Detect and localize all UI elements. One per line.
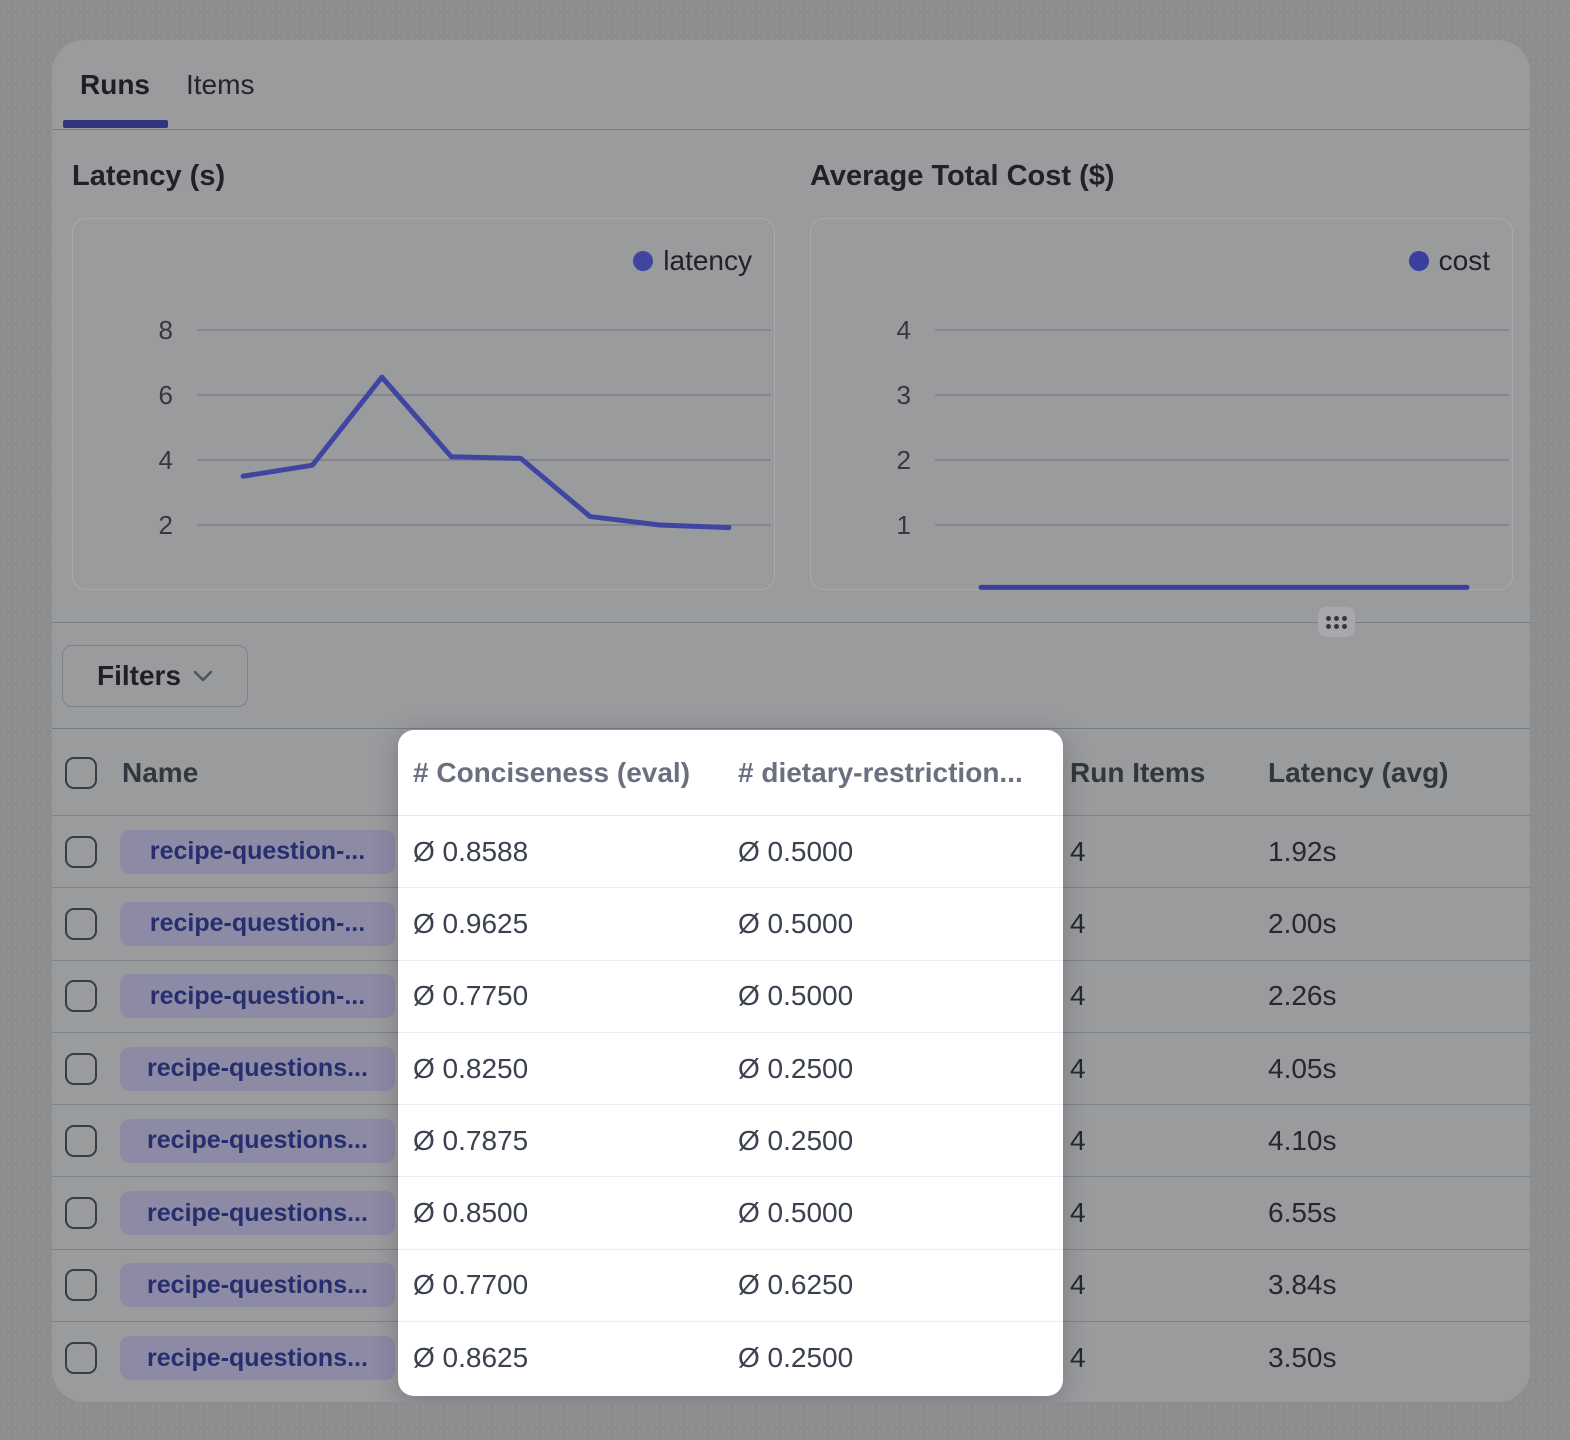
row-checkbox[interactable] bbox=[65, 980, 97, 1012]
dietary-cell: Ø 0.5000 bbox=[738, 961, 853, 1032]
filters-button-label: Filters bbox=[97, 660, 181, 692]
dietary-cell: Ø 0.2500 bbox=[738, 1105, 853, 1176]
spotlight-row: Ø 0.7875 Ø 0.2500 bbox=[398, 1105, 1063, 1177]
row-checkbox[interactable] bbox=[65, 1197, 97, 1229]
spotlight-overlay: # Conciseness (eval) # dietary-restricti… bbox=[398, 730, 1063, 1396]
filters-button[interactable]: Filters bbox=[62, 645, 248, 707]
row-checkbox[interactable] bbox=[65, 836, 97, 868]
spotlight-row: Ø 0.7700 Ø 0.6250 bbox=[398, 1250, 1063, 1322]
run-name-badge[interactable]: recipe-questions... bbox=[120, 1119, 395, 1163]
latency-cell: 6.55s bbox=[1268, 1178, 1337, 1249]
svg-text:1: 1 bbox=[897, 510, 911, 540]
dietary-cell: Ø 0.2500 bbox=[738, 1033, 853, 1104]
spotlight-row: Ø 0.8250 Ø 0.2500 bbox=[398, 1033, 1063, 1105]
run-name-badge[interactable]: recipe-questions... bbox=[120, 1047, 395, 1091]
run-items-cell: 4 bbox=[1070, 961, 1086, 1032]
run-items-cell: 4 bbox=[1070, 888, 1086, 959]
latency-cell: 1.92s bbox=[1268, 816, 1337, 887]
run-items-cell: 4 bbox=[1070, 1178, 1086, 1249]
svg-text:4: 4 bbox=[159, 445, 173, 475]
run-items-cell: 4 bbox=[1070, 1322, 1086, 1394]
dietary-cell: Ø 0.6250 bbox=[738, 1250, 853, 1321]
spotlight-row: Ø 0.8588 Ø 0.5000 bbox=[398, 816, 1063, 888]
section-divider bbox=[52, 622, 1530, 623]
row-checkbox[interactable] bbox=[65, 908, 97, 940]
runs-dashboard-card: Runs Items Latency (s) Average Total Cos… bbox=[52, 40, 1530, 1402]
row-checkbox[interactable] bbox=[65, 1125, 97, 1157]
spotlight-row: Ø 0.8500 Ø 0.5000 bbox=[398, 1177, 1063, 1249]
conciseness-cell: Ø 0.8625 bbox=[413, 1322, 528, 1394]
svg-text:4: 4 bbox=[897, 315, 911, 345]
column-header-conciseness[interactable]: # Conciseness (eval) bbox=[413, 730, 690, 815]
cost-legend-label: cost bbox=[1439, 245, 1490, 277]
latency-cell: 3.50s bbox=[1268, 1322, 1337, 1394]
run-name-badge[interactable]: recipe-question-... bbox=[120, 830, 395, 874]
svg-text:2: 2 bbox=[897, 445, 911, 475]
row-checkbox[interactable] bbox=[65, 1053, 97, 1085]
svg-text:8: 8 bbox=[159, 315, 173, 345]
tab-items[interactable]: Items bbox=[186, 40, 254, 130]
latency-legend-dot-icon bbox=[633, 251, 653, 271]
run-name-badge[interactable]: recipe-question-... bbox=[120, 902, 395, 946]
svg-text:3: 3 bbox=[897, 380, 911, 410]
row-checkbox[interactable] bbox=[65, 1342, 97, 1374]
run-items-cell: 4 bbox=[1070, 1250, 1086, 1321]
run-items-cell: 4 bbox=[1070, 1033, 1086, 1104]
tab-items-label: Items bbox=[186, 69, 254, 101]
column-header-latency[interactable]: Latency (avg) bbox=[1268, 730, 1449, 815]
latency-chart-title: Latency (s) bbox=[72, 160, 225, 193]
conciseness-cell: Ø 0.8500 bbox=[413, 1177, 528, 1248]
conciseness-cell: Ø 0.7750 bbox=[413, 961, 528, 1032]
spotlight-row: Ø 0.8625 Ø 0.2500 bbox=[398, 1322, 1063, 1394]
select-all-checkbox[interactable] bbox=[65, 757, 97, 789]
conciseness-cell: Ø 0.7875 bbox=[413, 1105, 528, 1176]
chevron-down-icon bbox=[193, 670, 213, 682]
latency-cell: 2.26s bbox=[1268, 961, 1337, 1032]
active-tab-indicator bbox=[63, 120, 168, 128]
run-name-badge[interactable]: recipe-question-... bbox=[120, 974, 395, 1018]
cost-legend-dot-icon bbox=[1409, 251, 1429, 271]
run-name-badge[interactable]: recipe-questions... bbox=[120, 1191, 395, 1235]
latency-cell: 4.05s bbox=[1268, 1033, 1337, 1104]
page-background: { "tabs": { "runs": "Runs", "items": "It… bbox=[0, 0, 1570, 1440]
conciseness-cell: Ø 0.9625 bbox=[413, 888, 528, 959]
latency-legend-label: latency bbox=[663, 245, 752, 277]
row-checkbox[interactable] bbox=[65, 1269, 97, 1301]
spotlight-row: Ø 0.7750 Ø 0.5000 bbox=[398, 961, 1063, 1033]
dietary-cell: Ø 0.5000 bbox=[738, 888, 853, 959]
run-name-badge[interactable]: recipe-questions... bbox=[120, 1336, 395, 1380]
table-top-divider bbox=[52, 728, 1530, 729]
cost-legend[interactable]: cost bbox=[1409, 245, 1490, 277]
grip-dots-icon bbox=[1326, 616, 1347, 629]
cost-chart-title: Average Total Cost ($) bbox=[810, 160, 1115, 193]
spotlight-header: # Conciseness (eval) # dietary-restricti… bbox=[398, 730, 1063, 816]
column-header-name[interactable]: Name bbox=[122, 730, 198, 815]
dietary-cell: Ø 0.5000 bbox=[738, 816, 853, 887]
latency-cell: 3.84s bbox=[1268, 1250, 1337, 1321]
dietary-cell: Ø 0.5000 bbox=[738, 1177, 853, 1248]
latency-chart-panel: 2 4 6 8 latency bbox=[72, 218, 775, 590]
tab-runs[interactable]: Runs bbox=[80, 40, 150, 130]
tab-bar: Runs Items bbox=[52, 40, 1530, 130]
column-header-dietary[interactable]: # dietary-restriction... bbox=[738, 730, 1023, 815]
run-items-cell: 4 bbox=[1070, 1105, 1086, 1176]
column-header-run-items[interactable]: Run Items bbox=[1070, 730, 1205, 815]
spotlight-row: Ø 0.9625 Ø 0.5000 bbox=[398, 888, 1063, 960]
latency-cell: 4.10s bbox=[1268, 1105, 1337, 1176]
resize-handle[interactable] bbox=[1318, 607, 1355, 637]
svg-text:6: 6 bbox=[159, 380, 173, 410]
conciseness-cell: Ø 0.8588 bbox=[413, 816, 528, 887]
spotlight-rows: Ø 0.8588 Ø 0.5000 Ø 0.9625 Ø 0.5000 Ø 0.… bbox=[398, 816, 1063, 1394]
run-items-cell: 4 bbox=[1070, 816, 1086, 887]
svg-text:2: 2 bbox=[159, 510, 173, 540]
latency-legend[interactable]: latency bbox=[633, 245, 752, 277]
conciseness-cell: Ø 0.7700 bbox=[413, 1250, 528, 1321]
dietary-cell: Ø 0.2500 bbox=[738, 1322, 853, 1394]
run-name-badge[interactable]: recipe-questions... bbox=[120, 1263, 395, 1307]
conciseness-cell: Ø 0.8250 bbox=[413, 1033, 528, 1104]
cost-chart-panel: 1 2 3 4 cost bbox=[810, 218, 1513, 590]
tab-runs-label: Runs bbox=[80, 69, 150, 101]
latency-cell: 2.00s bbox=[1268, 888, 1337, 959]
